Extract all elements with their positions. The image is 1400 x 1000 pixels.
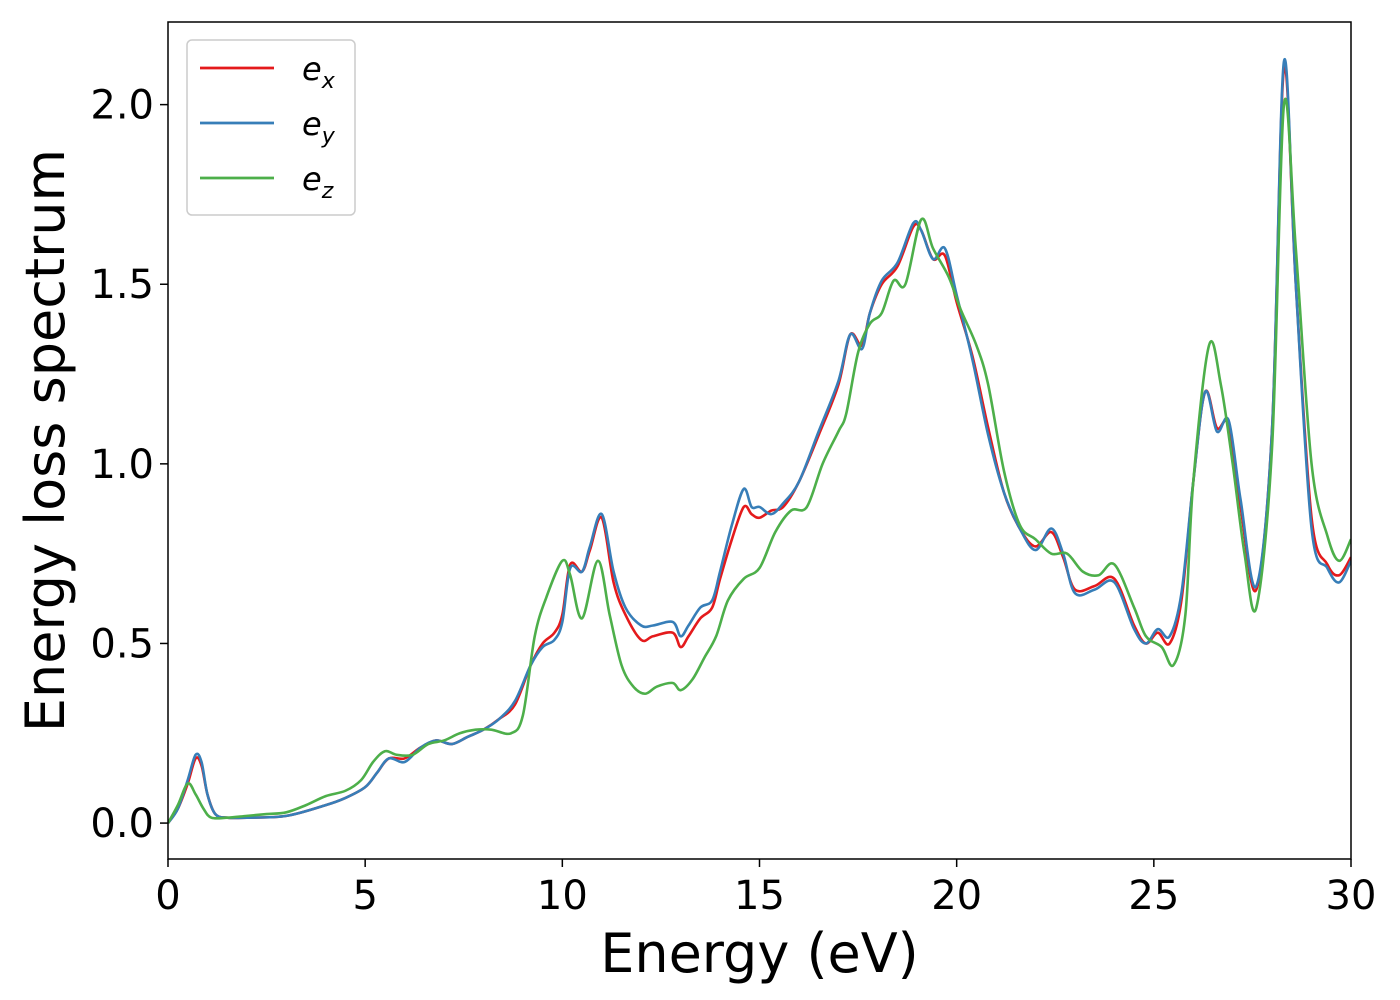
y-axis: 0.0 0.5 1.0 1.5 2.0 [90,83,168,847]
x-tick-label: 5 [352,873,377,919]
x-tick-label: 20 [931,873,982,919]
series-layer [168,57,1351,824]
y-axis-label: Energy loss spectrum [14,149,77,732]
series-line-ey [168,57,1351,824]
y-tick-label: 1.5 [90,262,154,308]
x-tick-label: 10 [537,873,588,919]
y-tick-label: 2.0 [90,83,154,129]
legend-label-ez: ez [302,160,334,204]
y-tick-label: 1.0 [90,442,154,488]
x-tick-label: 30 [1326,873,1377,919]
legend-box [186,39,356,216]
x-tick-label: 15 [734,873,785,919]
legend-label-ex: ex [302,50,336,94]
x-axis: 0 5 10 15 20 25 30 [155,859,1376,919]
x-tick-label: 25 [1128,873,1179,919]
x-axis-label: Energy (eV) [600,922,919,985]
series-line-ez [168,97,1351,824]
y-tick-label: 0.5 [90,621,154,667]
y-tick-label: 0.0 [90,801,154,847]
legend-label-ey: ey [302,105,336,149]
x-tick-label: 0 [155,873,180,919]
legend: ex ey ez [186,39,356,216]
